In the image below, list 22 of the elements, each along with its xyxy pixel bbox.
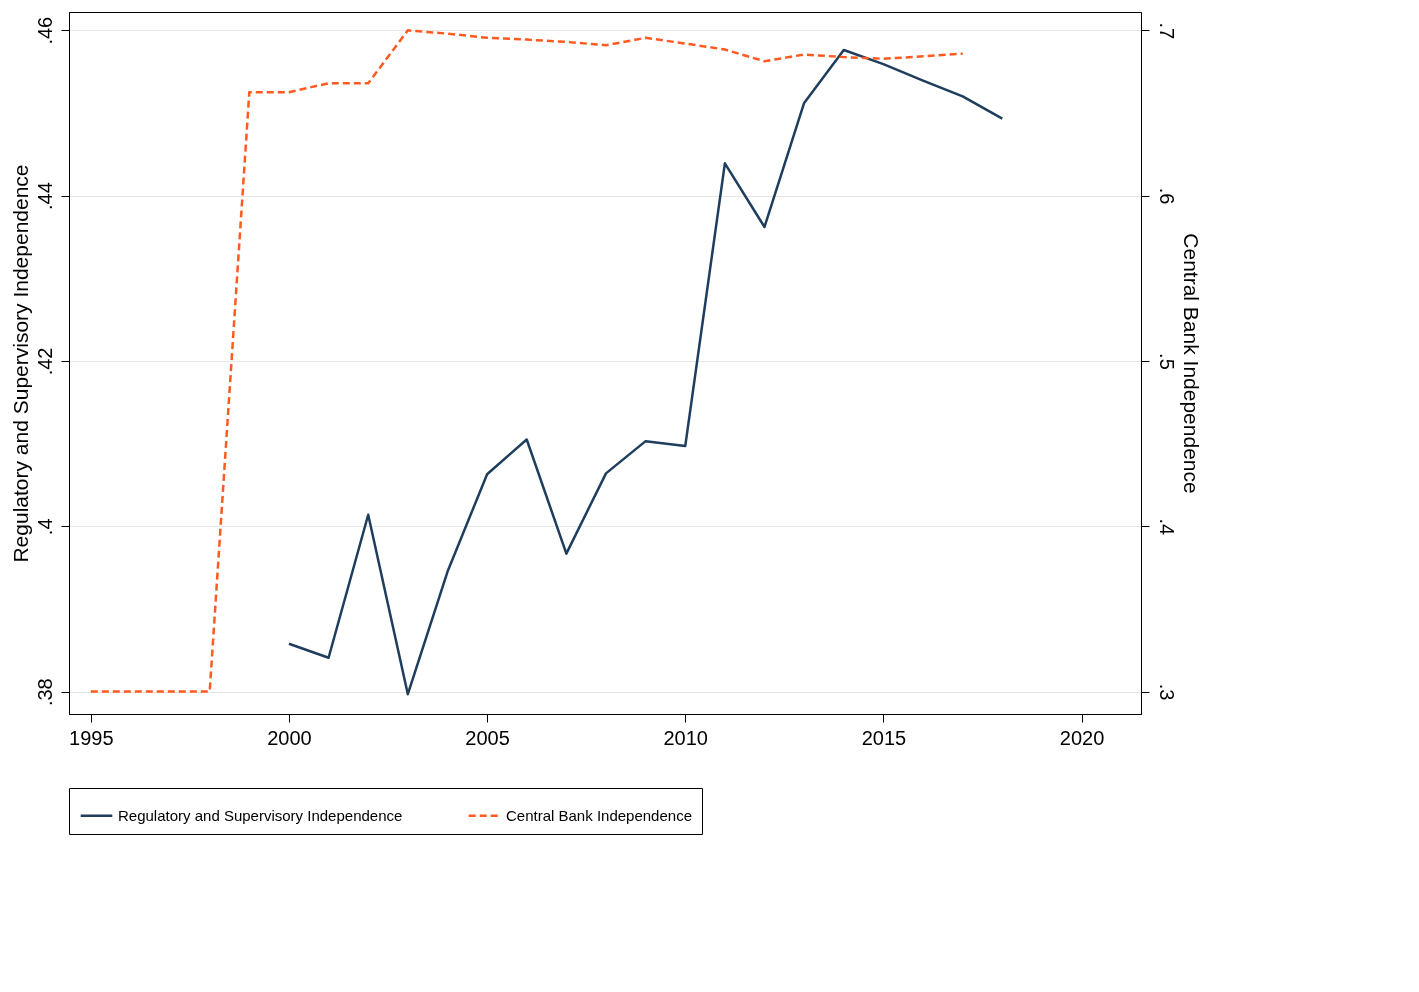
line-series bbox=[287, 48, 1004, 696]
y2-axis-title: Central Bank Independence bbox=[1179, 233, 1203, 494]
y2-tick-label: .3 bbox=[1155, 683, 1178, 701]
line-series bbox=[89, 29, 964, 693]
x-tick-label: 2010 bbox=[663, 726, 708, 749]
y-axis-title: Regulatory and Supervisory Independence bbox=[8, 164, 32, 563]
y-tick-label: .44 bbox=[33, 182, 56, 210]
x-tick-label: 2000 bbox=[267, 726, 312, 749]
y2-tick-label: .7 bbox=[1155, 22, 1178, 40]
x-tick-label: 1995 bbox=[69, 726, 114, 749]
y2-tick-label: .4 bbox=[1155, 518, 1178, 536]
y-tick-label: .38 bbox=[33, 678, 56, 707]
legend-label: Central Bank Independence bbox=[506, 806, 692, 824]
y-tick-label: .42 bbox=[33, 347, 56, 376]
y-tick-label: .4 bbox=[33, 518, 56, 536]
x-tick-label: 2020 bbox=[1059, 726, 1105, 749]
y-tick-label: .46 bbox=[33, 16, 56, 45]
x-tick-label: 2005 bbox=[465, 726, 510, 749]
y2-tick-label: .5 bbox=[1155, 353, 1178, 370]
legend-label: Regulatory and Supervisory Independence bbox=[118, 806, 403, 824]
x-tick-label: 2015 bbox=[861, 726, 907, 749]
y2-tick-label: .6 bbox=[1155, 187, 1178, 205]
